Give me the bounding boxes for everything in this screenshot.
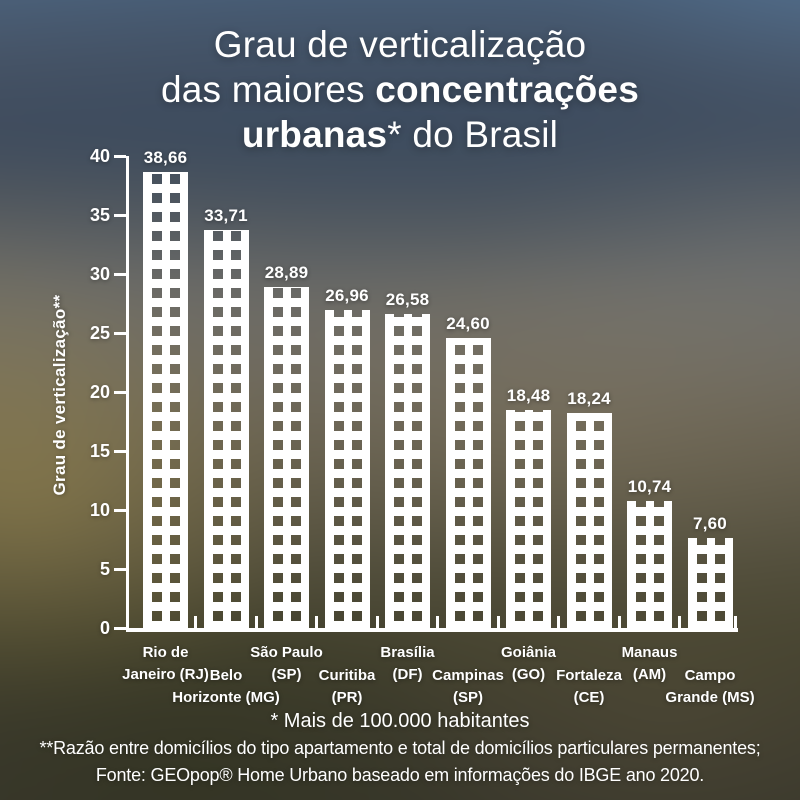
y-tick — [114, 155, 126, 158]
y-axis-line — [126, 156, 129, 632]
category-label: Belo Horizonte (MG) — [151, 665, 301, 709]
bar — [385, 314, 430, 628]
category-label: Goiânia (GO) — [454, 642, 604, 686]
bar — [203, 230, 249, 628]
category-tick — [617, 616, 621, 628]
category-tick — [194, 616, 198, 628]
category-label-line: Grande (MS) — [665, 689, 755, 706]
chart-title: Grau de verticalização das maiores conce… — [0, 22, 800, 157]
category-label: Brasília (DF) — [333, 642, 483, 686]
bar — [445, 337, 491, 628]
y-tick-label: 40 — [89, 146, 110, 166]
category-label-line: Campinas — [432, 667, 504, 684]
category-label-line: (DF) — [392, 666, 423, 683]
bar-value-label: 18,24 — [567, 388, 611, 408]
y-tick-label: 15 — [89, 441, 110, 461]
y-tick — [114, 627, 126, 630]
category-label: Manaus (AM) — [575, 642, 725, 686]
bar-value-label: 28,89 — [264, 263, 309, 283]
y-tick-label: 0 — [99, 618, 110, 638]
bar — [566, 412, 612, 628]
category-tick — [375, 616, 379, 628]
title-line-1: Grau de verticalização — [213, 24, 587, 65]
bar-value-label: 26,58 — [385, 290, 430, 310]
axis-end-tick — [734, 616, 737, 628]
category-label-line: (AM) — [632, 666, 667, 683]
title-line-2: das maiores concentrações — [161, 69, 639, 110]
category-label-line: Goiânia — [500, 644, 556, 661]
bar-value-label: 24,60 — [446, 313, 490, 333]
category-label-line: Brasília — [380, 644, 435, 661]
category-label-line: (SP) — [453, 689, 483, 706]
category-label: Curitiba (PR) — [272, 665, 422, 709]
footnote-razao: **Razão entre domicílios do tipo apartam… — [39, 738, 761, 758]
footnote-fonte: Fonte: GEOpop® Home Urbano baseado em in… — [95, 765, 705, 785]
category-tick — [678, 616, 682, 628]
bar-value-label: 18,48 — [506, 385, 551, 405]
footnotes: * Mais de 100.000 habitantes **Razão ent… — [0, 708, 800, 789]
category-label-line: Horizonte (MG) — [172, 689, 280, 706]
y-tick — [114, 568, 126, 571]
bar-value-label: 7,60 — [693, 514, 727, 534]
y-tick-label: 10 — [89, 500, 110, 520]
y-tick-label: 25 — [89, 323, 110, 343]
bar-value-label: 10,74 — [627, 477, 672, 497]
bar — [143, 171, 188, 628]
category-label-line: (GO) — [511, 666, 546, 683]
category-label-line: Campo — [684, 667, 736, 684]
category-label-line: (SP) — [271, 666, 302, 683]
y-tick-label: 20 — [89, 382, 110, 402]
category-tick — [436, 616, 440, 628]
y-tick — [114, 273, 126, 276]
bar — [627, 501, 672, 628]
y-tick — [114, 214, 126, 217]
category-tick — [315, 616, 319, 628]
category-label-line: Fortaleza — [556, 667, 622, 684]
bar — [264, 287, 309, 628]
category-tick — [557, 616, 561, 628]
y-tick — [114, 509, 126, 512]
category-label-line: Curitiba — [318, 667, 376, 684]
category-tick — [254, 616, 258, 628]
category-label: Fortaleza (CE) — [514, 665, 664, 709]
footnote-habitantes: * Mais de 100.000 habitantes — [270, 710, 530, 732]
y-tick-label: 35 — [89, 205, 110, 225]
bar-value-label: 38,66 — [143, 147, 188, 167]
y-tick — [114, 450, 126, 453]
category-label-line: (CE) — [573, 689, 605, 706]
category-label: Campo Grande (MS) — [635, 665, 785, 709]
category-label-line: Janeiro (RJ) — [122, 666, 209, 683]
bar — [687, 538, 733, 628]
category-label-line: São Paulo — [250, 644, 323, 661]
category-tick — [496, 616, 500, 628]
category-label: Campinas (SP) — [393, 665, 543, 709]
category-label-line: Belo — [209, 667, 243, 684]
bar — [506, 409, 551, 628]
category-label: Rio de Janeiro (RJ) — [91, 642, 241, 686]
bar-value-label: 26,96 — [325, 285, 369, 305]
x-axis-line — [126, 628, 738, 632]
y-tick-label: 30 — [89, 264, 110, 284]
category-label-line: Manaus — [621, 644, 678, 661]
title-line-3: urbanas* do Brasil — [241, 114, 559, 155]
bar — [324, 309, 370, 628]
category-label: São Paulo (SP) — [212, 642, 362, 686]
bar-value-label: 33,71 — [204, 206, 248, 226]
category-label-line: (PR) — [331, 689, 363, 706]
category-label-line: Rio de — [142, 644, 189, 661]
y-tick — [114, 391, 126, 394]
y-tick-label: 5 — [99, 559, 110, 579]
y-tick — [114, 332, 126, 335]
